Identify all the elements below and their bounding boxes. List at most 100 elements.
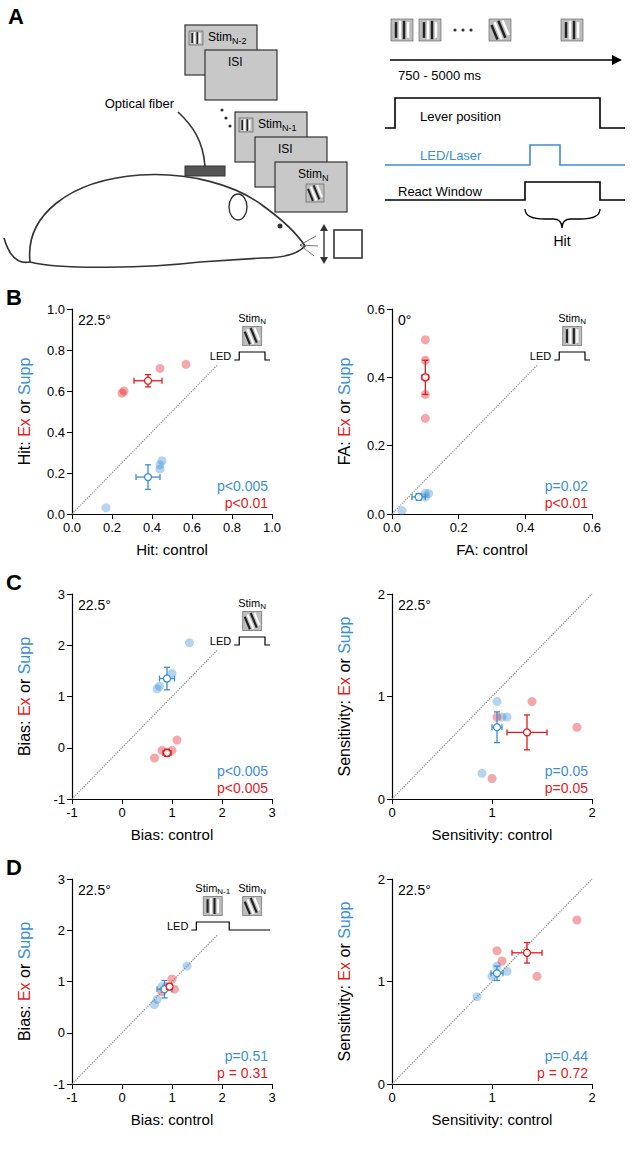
- svg-text:N: N: [260, 887, 266, 896]
- svg-text:or: or: [336, 395, 353, 418]
- svg-text:0.4: 0.4: [367, 370, 385, 385]
- svg-text:0.6: 0.6: [47, 384, 65, 399]
- svg-text:p=0.51: p=0.51: [225, 1048, 268, 1064]
- svg-text:D: D: [6, 855, 22, 880]
- svg-text:StimN-1: StimN-1: [258, 117, 297, 133]
- svg-text:1: 1: [488, 805, 495, 820]
- svg-text:Stim: Stim: [558, 312, 580, 324]
- svg-text:Bias: control: Bias: control: [131, 826, 214, 843]
- svg-text:2: 2: [58, 923, 65, 938]
- svg-text:p<0.005: p<0.005: [217, 478, 268, 494]
- svg-text:FA: control: FA: control: [456, 541, 528, 558]
- svg-text:Ex: Ex: [16, 418, 33, 437]
- svg-text:React Window: React Window: [398, 184, 482, 199]
- svg-text:1: 1: [168, 1090, 175, 1105]
- svg-text:Sensitivity:: Sensitivity:: [336, 981, 353, 1062]
- svg-text:1: 1: [58, 974, 65, 989]
- svg-text:2: 2: [588, 805, 595, 820]
- svg-text:2: 2: [378, 872, 385, 887]
- svg-text:0.8: 0.8: [47, 343, 65, 358]
- svg-text:ISI: ISI: [228, 55, 243, 69]
- svg-text:1: 1: [378, 689, 385, 704]
- svg-text:-1: -1: [53, 1077, 65, 1092]
- svg-text:p=0.05: p=0.05: [545, 780, 588, 796]
- svg-text:Sensitivity:: Sensitivity:: [336, 696, 353, 777]
- svg-text:0°: 0°: [398, 312, 411, 328]
- svg-text:0: 0: [378, 792, 385, 807]
- svg-text:0.0: 0.0: [63, 520, 81, 535]
- svg-text:p<0.01: p<0.01: [545, 495, 588, 511]
- svg-text:or: or: [336, 654, 353, 677]
- svg-text:Ex: Ex: [16, 982, 33, 1001]
- svg-text:1: 1: [378, 974, 385, 989]
- svg-text:0.2: 0.2: [103, 520, 121, 535]
- svg-text:0: 0: [58, 740, 65, 755]
- svg-text:0.6: 0.6: [367, 302, 385, 317]
- svg-text:Ex: Ex: [16, 697, 33, 716]
- svg-text:ISI: ISI: [278, 142, 293, 156]
- svg-text:0.2: 0.2: [367, 438, 385, 453]
- svg-text:Supp: Supp: [16, 922, 33, 959]
- svg-text:Optical fiber: Optical fiber: [105, 96, 175, 111]
- svg-text:0: 0: [388, 1090, 395, 1105]
- svg-text:3: 3: [268, 805, 275, 820]
- svg-text:StimN-2: StimN-2: [208, 30, 247, 46]
- svg-text:2: 2: [588, 1090, 595, 1105]
- svg-text:LED/Laser: LED/Laser: [420, 148, 482, 163]
- svg-text:2: 2: [58, 638, 65, 653]
- svg-text:-1: -1: [66, 805, 78, 820]
- svg-text:Bias:: Bias:: [16, 716, 33, 756]
- svg-text:Hit: control: Hit: control: [136, 541, 208, 558]
- svg-text:0.2: 0.2: [450, 520, 468, 535]
- svg-text:Sensitivity: control: Sensitivity: control: [432, 1111, 553, 1128]
- svg-text:0: 0: [58, 1025, 65, 1040]
- svg-text:0.4: 0.4: [516, 520, 534, 535]
- svg-text:A: A: [8, 4, 24, 29]
- svg-text:2: 2: [218, 1090, 225, 1105]
- svg-text:Supp: Supp: [336, 616, 353, 653]
- svg-text:N: N: [580, 317, 586, 326]
- svg-text:22.5°: 22.5°: [398, 597, 431, 613]
- svg-text:Stim: Stim: [238, 312, 260, 324]
- svg-text:Sensitivity: control: Sensitivity: control: [432, 826, 553, 843]
- svg-text:Supp: Supp: [336, 901, 353, 938]
- svg-text:Stim: Stim: [238, 597, 260, 609]
- svg-text:-1: -1: [66, 1090, 78, 1105]
- svg-text:22.5°: 22.5°: [78, 882, 111, 898]
- svg-text:or: or: [16, 959, 33, 982]
- svg-text:1.0: 1.0: [263, 520, 281, 535]
- svg-text:2: 2: [378, 587, 385, 602]
- svg-text:0.8: 0.8: [223, 520, 241, 535]
- svg-text:0.2: 0.2: [47, 466, 65, 481]
- svg-text:0: 0: [378, 1077, 385, 1092]
- svg-text:FA:: FA:: [336, 437, 353, 465]
- svg-text:p=0.44: p=0.44: [545, 1048, 588, 1064]
- svg-text:B: B: [6, 285, 22, 310]
- svg-text:22.5°: 22.5°: [78, 312, 111, 328]
- svg-text:or: or: [16, 674, 33, 697]
- svg-text:22.5°: 22.5°: [398, 882, 431, 898]
- svg-text:3: 3: [58, 872, 65, 887]
- svg-text:0: 0: [118, 805, 125, 820]
- svg-text:p<0.005: p<0.005: [217, 763, 268, 779]
- svg-text:1: 1: [58, 689, 65, 704]
- svg-text:22.5°: 22.5°: [78, 597, 111, 613]
- svg-text:0.4: 0.4: [47, 425, 65, 440]
- svg-text:0.4: 0.4: [143, 520, 161, 535]
- svg-text:C: C: [6, 570, 22, 595]
- svg-text:or: or: [16, 395, 33, 418]
- svg-text:LED: LED: [167, 920, 188, 932]
- svg-text:p<0.01: p<0.01: [225, 495, 268, 511]
- svg-text:Bias:: Bias:: [16, 1001, 33, 1041]
- svg-text:750 - 5000 ms: 750 - 5000 ms: [398, 68, 482, 83]
- svg-text:Hit:: Hit:: [16, 437, 33, 465]
- svg-text:Ex: Ex: [336, 677, 353, 696]
- svg-text:N: N: [260, 317, 266, 326]
- svg-text:p = 0.72: p = 0.72: [537, 1065, 588, 1081]
- svg-text:0.6: 0.6: [583, 520, 601, 535]
- svg-text:3: 3: [58, 587, 65, 602]
- svg-text:1.0: 1.0: [47, 302, 65, 317]
- svg-text:or: or: [336, 939, 353, 962]
- svg-text:Ex: Ex: [336, 418, 353, 437]
- svg-text:0.6: 0.6: [183, 520, 201, 535]
